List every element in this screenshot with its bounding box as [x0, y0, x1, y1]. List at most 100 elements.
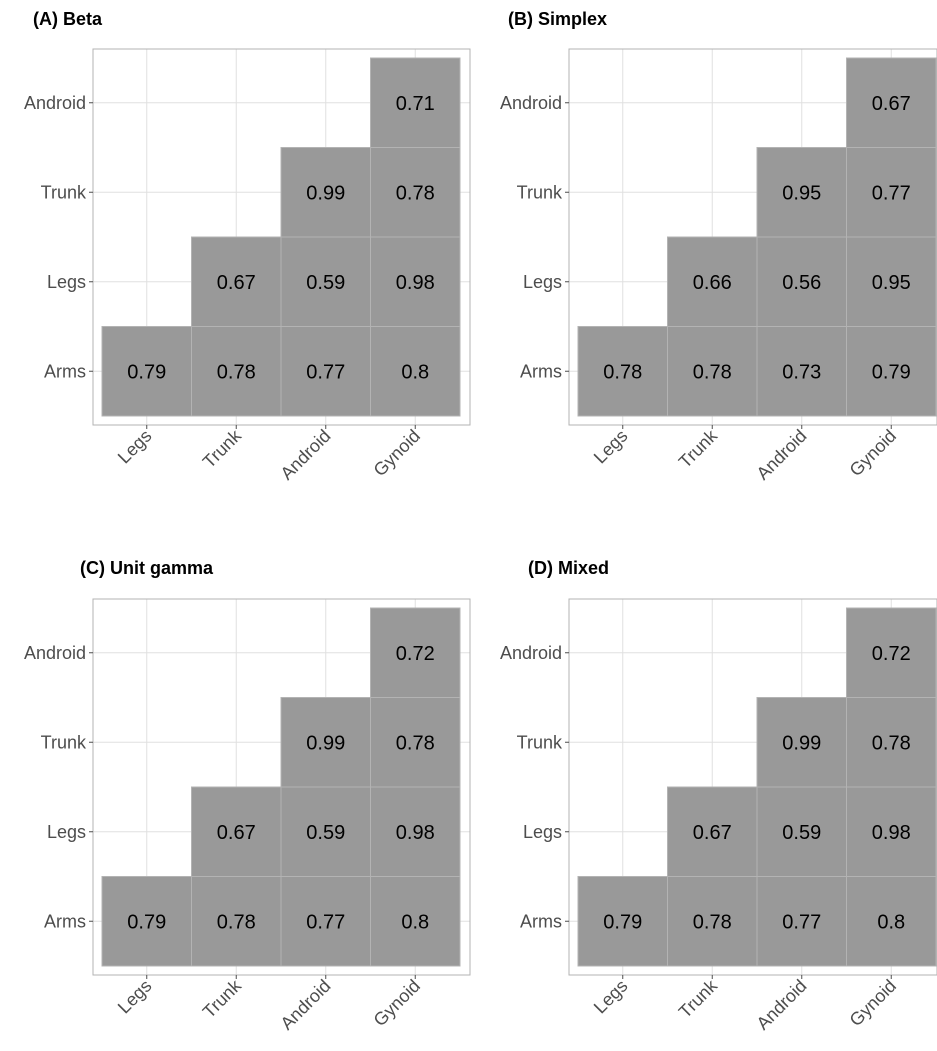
heatmap-panel-b: 0.78 0.78 0.73 0.79 0.66 0.56 0.95 0.95 0.77 0.67… [500, 48, 937, 484]
heatmap-tile-android-legs [280, 236, 371, 327]
y-tick-label-arms: Arms [44, 911, 86, 931]
heatmap-tile-android-legs [756, 786, 847, 877]
x-tick-label-legs: Legs [114, 426, 156, 468]
cell-value-android-arms: 0.77 [306, 361, 345, 383]
x-tick-label-trunk: Trunk [199, 425, 246, 472]
y-tick-label-android: Android [500, 643, 562, 663]
panel-border-c [92, 598, 471, 976]
heatmap-tile-gynoid-legs [370, 786, 461, 877]
cell-value-legs-arms: 0.78 [603, 361, 642, 383]
heatmap-tile-gynoid-legs [370, 236, 461, 327]
heatmap-tile-gynoid-trunk [370, 147, 461, 238]
heatmap-tile-android-arms [280, 326, 371, 417]
y-tick-label-legs: Legs [47, 822, 86, 842]
y-tick-label-legs: Legs [523, 272, 562, 292]
heatmap-panel-a: 0.79 0.78 0.77 0.8 0.67 0.59 0.98 0.99 0.78 0.71 A… [24, 48, 471, 484]
y-tick-label-trunk: Trunk [517, 182, 563, 202]
cell-value-gynoid-legs: 0.98 [396, 272, 435, 294]
heatmap-tile-trunk-legs [667, 236, 758, 327]
y-tick-label-arms: Arms [520, 911, 562, 931]
cell-value-trunk-legs: 0.67 [693, 822, 732, 844]
x-tick-label-android: Android [277, 976, 335, 1034]
y-tick-label-legs: Legs [523, 822, 562, 842]
heatmap-tile-gynoid-android [846, 57, 937, 148]
x-tick-label-gynoid: Gynoid [846, 426, 900, 480]
y-tick-label-android: Android [500, 93, 562, 113]
cell-value-gynoid-legs: 0.98 [396, 822, 435, 844]
cell-value-android-legs: 0.59 [306, 272, 345, 294]
cell-value-trunk-legs: 0.66 [693, 272, 732, 294]
cell-value-gynoid-arms: 0.8 [877, 911, 905, 933]
cell-value-gynoid-arms: 0.8 [401, 361, 429, 383]
cell-value-android-arms: 0.77 [782, 911, 821, 933]
cell-value-android-legs: 0.59 [306, 822, 345, 844]
cell-value-android-trunk: 0.99 [306, 182, 345, 204]
heatmap-tile-android-trunk [280, 697, 371, 788]
panel-border-a [92, 48, 471, 426]
heatmap-tile-trunk-legs [191, 236, 282, 327]
cell-value-gynoid-android: 0.71 [396, 93, 435, 115]
panel-border-b [568, 48, 937, 426]
heatmap-tile-gynoid-trunk [846, 697, 937, 788]
x-tick-label-legs: Legs [590, 976, 632, 1018]
x-tick-label-gynoid: Gynoid [370, 976, 424, 1030]
cell-value-android-trunk: 0.95 [782, 182, 821, 204]
cell-value-android-legs: 0.56 [782, 272, 821, 294]
cell-value-gynoid-legs: 0.98 [872, 822, 911, 844]
heatmap-tile-android-trunk [280, 147, 371, 238]
heatmap-tile-gynoid-arms [370, 326, 461, 417]
panel-title-d: (D) Mixed [528, 558, 609, 578]
heatmap-tile-gynoid-trunk [846, 147, 937, 238]
y-tick-label-android: Android [24, 643, 86, 663]
x-tick-label-gynoid: Gynoid [846, 976, 900, 1030]
panel-border-d [568, 598, 937, 976]
cell-value-trunk-arms: 0.78 [217, 911, 256, 933]
y-tick-label-trunk: Trunk [517, 732, 563, 752]
heatmap-tile-gynoid-legs [846, 786, 937, 877]
cell-value-legs-arms: 0.79 [127, 911, 166, 933]
x-tick-label-android: Android [277, 426, 335, 484]
heatmap-tile-gynoid-legs [846, 236, 937, 327]
panel-title-a: (A) Beta [33, 9, 103, 29]
heatmap-tile-android-legs [280, 786, 371, 877]
heatmap-tile-android-trunk [756, 147, 847, 238]
x-tick-label-legs: Legs [114, 976, 156, 1018]
heatmap-tile-legs-arms [577, 876, 668, 967]
cell-value-legs-arms: 0.79 [603, 911, 642, 933]
y-tick-label-legs: Legs [47, 272, 86, 292]
y-tick-label-arms: Arms [44, 361, 86, 381]
x-tick-label-trunk: Trunk [675, 425, 722, 472]
x-tick-label-android: Android [753, 426, 811, 484]
cell-value-trunk-legs: 0.67 [217, 272, 256, 294]
heatmap-tile-trunk-arms [667, 876, 758, 967]
cell-value-android-trunk: 0.99 [306, 732, 345, 754]
heatmap-panel-c: 0.79 0.78 0.77 0.8 0.67 0.59 0.98 0.99 0.78 0.72 A… [24, 598, 471, 1034]
heatmap-tile-trunk-legs [667, 786, 758, 877]
x-tick-label-trunk: Trunk [199, 975, 246, 1022]
cell-value-gynoid-arms: 0.8 [401, 911, 429, 933]
cell-value-gynoid-trunk: 0.78 [396, 732, 435, 754]
panel-title-b: (B) Simplex [508, 9, 608, 29]
panel-title-c: (C) Unit gamma [80, 558, 214, 578]
heatmap-tile-gynoid-android [370, 607, 461, 698]
heatmap-tile-android-arms [756, 876, 847, 967]
heatmap-tile-gynoid-android [846, 607, 937, 698]
heatmap-tile-android-trunk [756, 697, 847, 788]
cell-value-gynoid-android: 0.72 [396, 643, 435, 665]
cell-value-android-arms: 0.77 [306, 911, 345, 933]
cell-value-legs-arms: 0.79 [127, 361, 166, 383]
y-tick-label-trunk: Trunk [41, 732, 87, 752]
cell-value-gynoid-arms: 0.79 [872, 361, 911, 383]
cell-value-gynoid-trunk: 0.78 [872, 732, 911, 754]
cell-value-gynoid-android: 0.67 [872, 93, 911, 115]
x-tick-label-legs: Legs [590, 426, 632, 468]
heatmap-tile-gynoid-android [370, 57, 461, 148]
cell-value-gynoid-android: 0.72 [872, 643, 911, 665]
cell-value-trunk-legs: 0.67 [217, 822, 256, 844]
cell-value-gynoid-legs: 0.95 [872, 272, 911, 294]
cell-value-gynoid-trunk: 0.78 [396, 182, 435, 204]
y-tick-label-trunk: Trunk [41, 182, 87, 202]
x-tick-label-trunk: Trunk [675, 975, 722, 1022]
